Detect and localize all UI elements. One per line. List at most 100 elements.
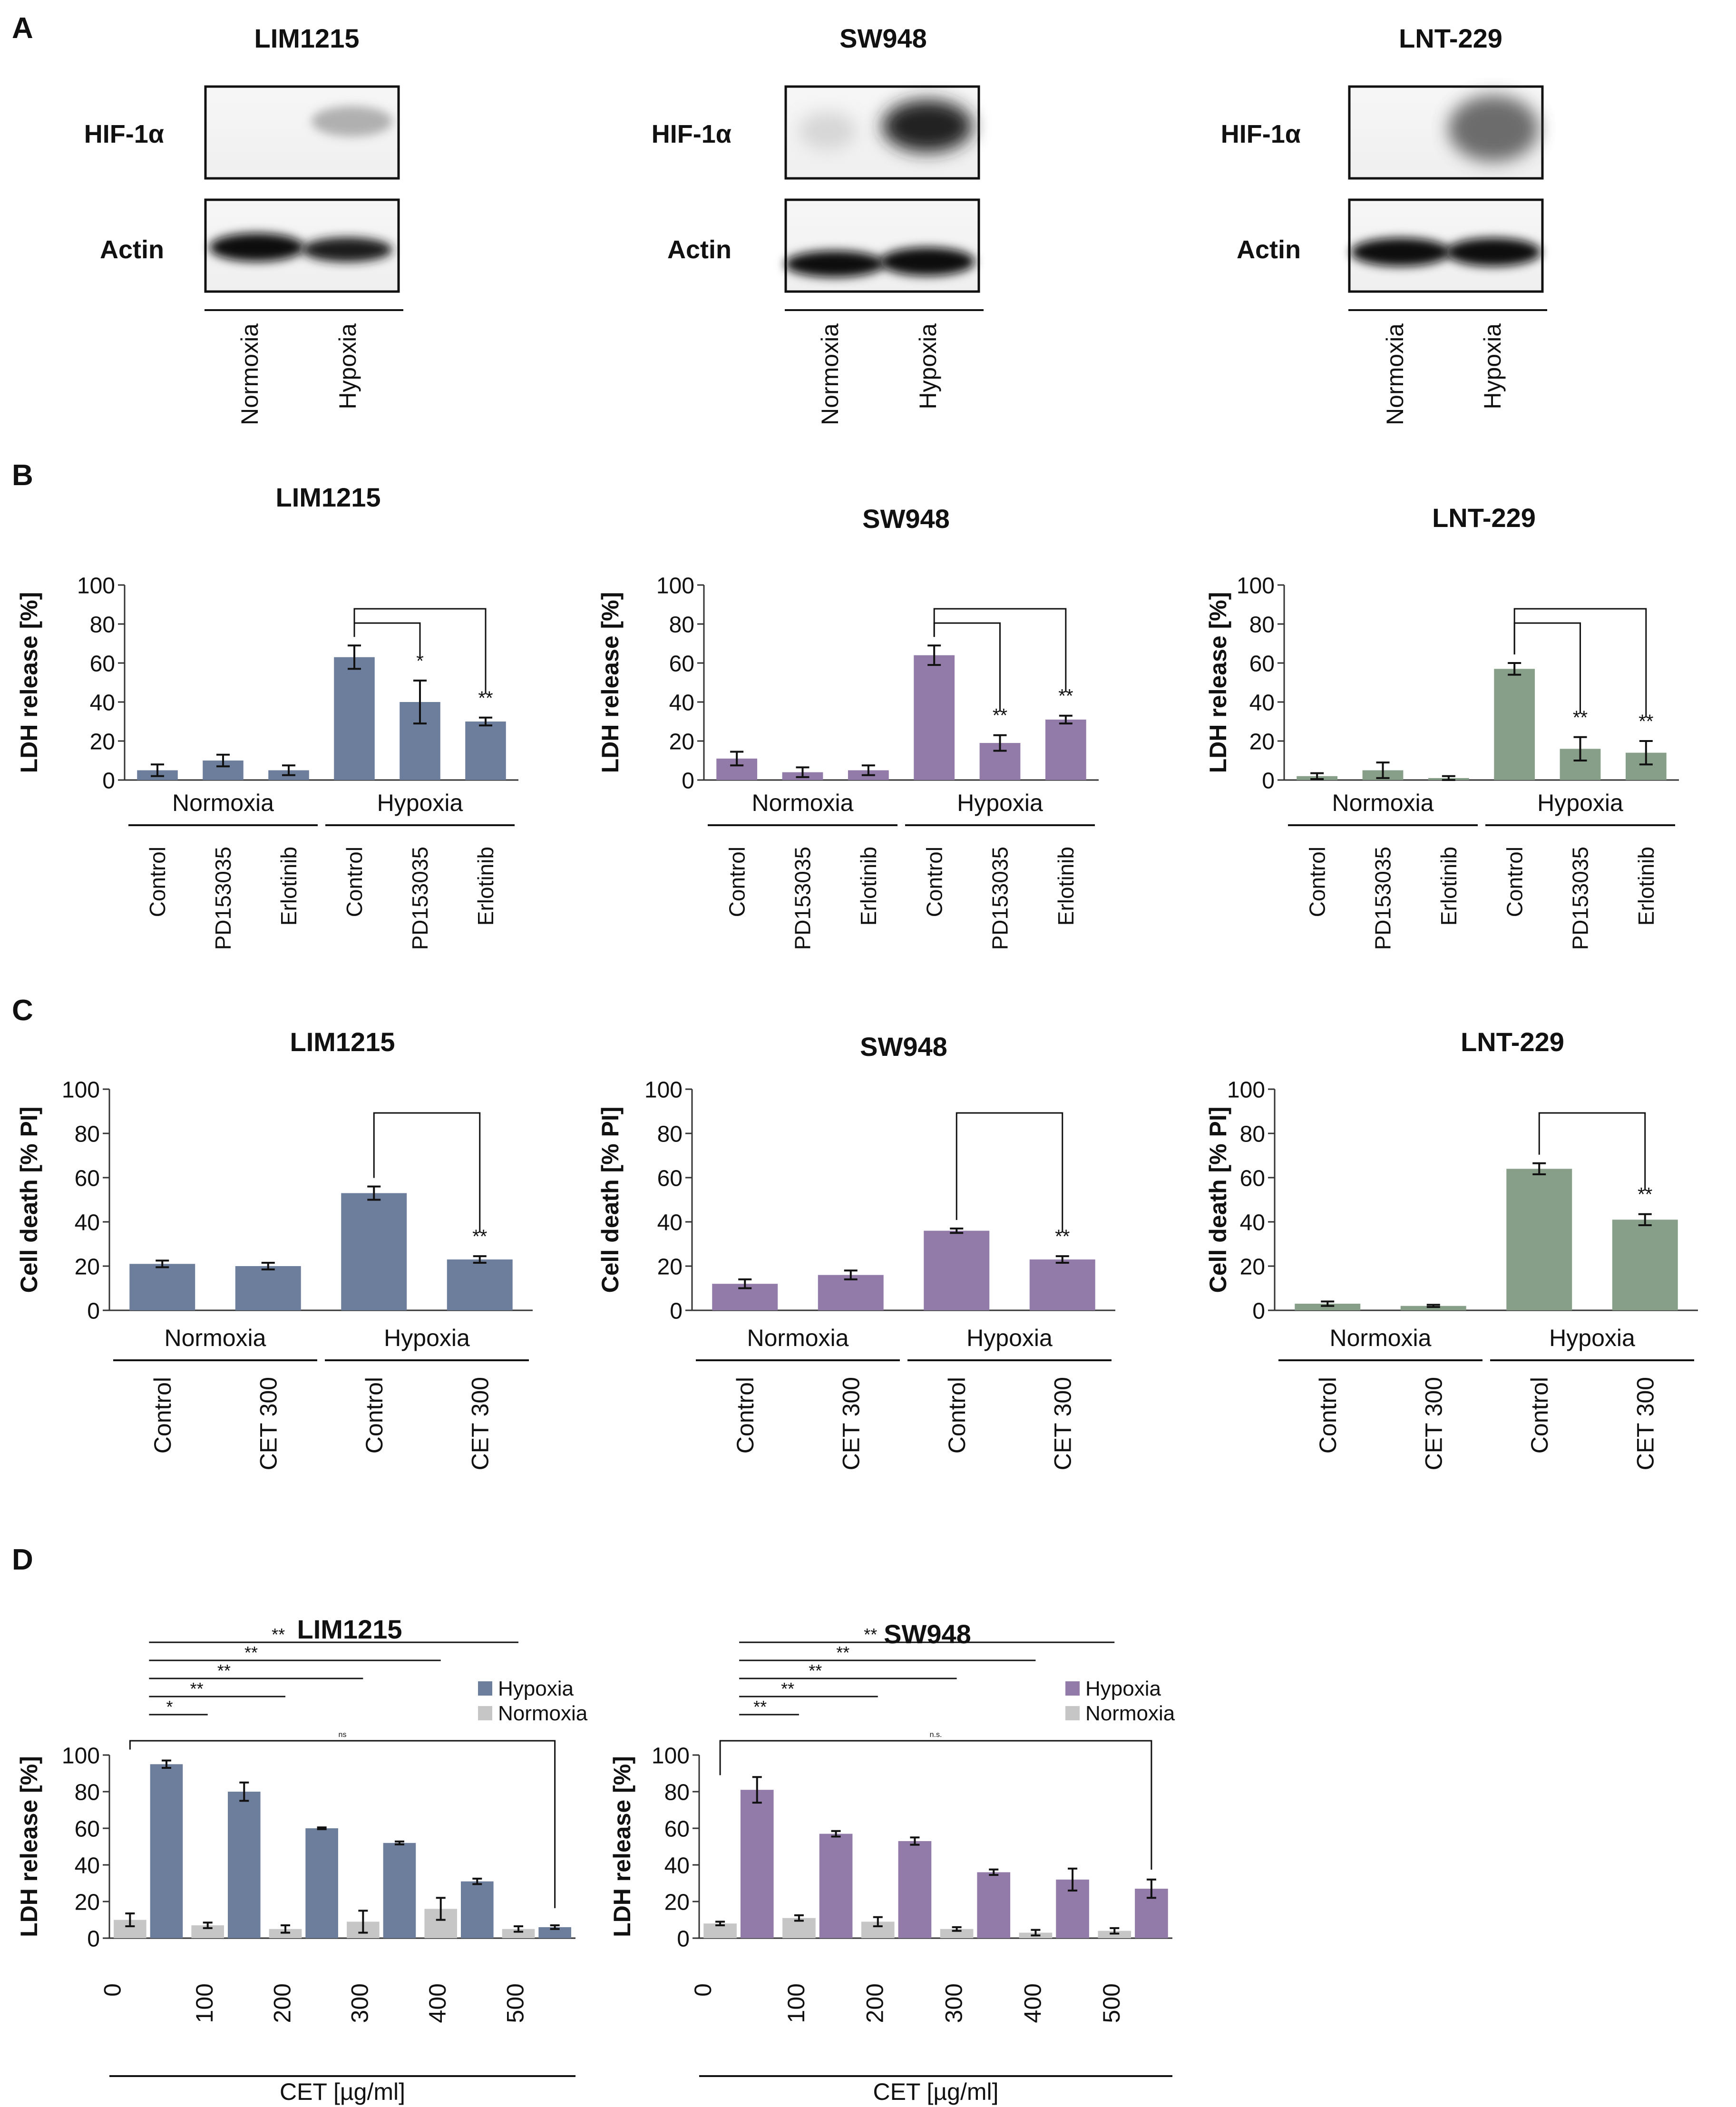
category-label: Control bbox=[342, 847, 367, 917]
y-tick-label: 20 bbox=[1249, 729, 1275, 754]
y-tick-label: 100 bbox=[1237, 573, 1275, 598]
category-label: 400 bbox=[424, 1983, 451, 2023]
significance-label: ** bbox=[753, 1697, 767, 1717]
y-axis-label: LDH release [%] bbox=[609, 1756, 635, 1937]
group-label: Normoxia bbox=[752, 790, 854, 816]
significance-bracket bbox=[373, 1112, 481, 1233]
category-label: Control bbox=[922, 847, 946, 917]
bar bbox=[1400, 1306, 1466, 1310]
significance-label: ** bbox=[1573, 707, 1588, 728]
y-tick-label: 40 bbox=[75, 1210, 100, 1235]
y-tick-label: 60 bbox=[75, 1166, 100, 1191]
y-axis-label: LDH release [%] bbox=[597, 592, 624, 773]
blot-title: LNT-229 bbox=[1399, 23, 1502, 53]
y-tick-label: 100 bbox=[62, 1743, 100, 1768]
actin-band-hypoxia bbox=[1446, 238, 1541, 266]
actin-band-hypoxia bbox=[880, 247, 975, 276]
bar-hypoxia bbox=[538, 1927, 571, 1938]
y-tick-label: 0 bbox=[87, 1926, 100, 1951]
y-tick-label: 60 bbox=[1249, 651, 1275, 676]
y-tick-label: 60 bbox=[75, 1816, 100, 1842]
significance-bracket bbox=[956, 1112, 1063, 1233]
y-axis-label: Cell death [% PI] bbox=[1205, 1107, 1231, 1293]
group-label: Hypoxia bbox=[1537, 790, 1623, 816]
bar-hypoxia bbox=[228, 1792, 261, 1938]
ns-label: n.s. bbox=[930, 1731, 942, 1739]
category-label: Control bbox=[724, 847, 749, 917]
group-label: Hypoxia bbox=[377, 790, 463, 816]
y-tick-label: 20 bbox=[75, 1254, 100, 1279]
category-label: Control bbox=[149, 1377, 176, 1453]
category-label: PD153035 bbox=[211, 847, 235, 950]
y-tick-label: 80 bbox=[1240, 1122, 1265, 1147]
category-label: Control bbox=[1315, 1377, 1341, 1453]
legend-label-hypoxia: Hypoxia bbox=[1085, 1677, 1161, 1700]
legend-swatch-normoxia bbox=[1065, 1706, 1080, 1720]
y-tick-label: 20 bbox=[657, 1254, 683, 1279]
blot-sw948: SW948 HIF-1α Actin Normoxia Hypoxia bbox=[652, 23, 984, 425]
chart-b-sw948: 0 20 40 60 80 100 LDH release [%] SW948 Control P… bbox=[597, 504, 1099, 950]
y-tick-label: 0 bbox=[677, 1926, 690, 1951]
lane-label-normoxia: Normoxia bbox=[1382, 323, 1408, 425]
chart-title: SW948 bbox=[862, 504, 950, 534]
bar bbox=[1029, 1259, 1095, 1310]
blot-row-label-hif: HIF-1α bbox=[1221, 120, 1301, 148]
y-tick-label: 100 bbox=[77, 573, 115, 598]
bar bbox=[129, 1264, 195, 1310]
blot-lim1215: LIM1215 HIF-1α Actin Normoxia Hypoxia bbox=[84, 23, 403, 425]
ns-bracket bbox=[719, 1740, 1152, 1870]
significance-label: ** bbox=[809, 1661, 822, 1680]
actin-band-normoxia bbox=[785, 251, 885, 277]
category-label: CET 300 bbox=[1420, 1377, 1447, 1470]
category-label: PD153035 bbox=[408, 847, 432, 950]
y-axis-label: Cell death [% PI] bbox=[597, 1107, 624, 1293]
y-tick-label: 60 bbox=[90, 651, 115, 676]
category-label: 0 bbox=[99, 1983, 126, 1997]
category-label: 200 bbox=[862, 1983, 888, 2023]
y-axis-label: LDH release [%] bbox=[16, 1756, 42, 1937]
bar-hypoxia bbox=[898, 1841, 932, 1938]
category-label: Control bbox=[732, 1377, 759, 1453]
chart-title: LNT-229 bbox=[1432, 503, 1536, 533]
chart-title: LNT-229 bbox=[1461, 1027, 1564, 1057]
category-label: CET 300 bbox=[467, 1377, 493, 1470]
category-label: CET 300 bbox=[838, 1377, 864, 1470]
category-label: 200 bbox=[269, 1983, 295, 2023]
y-tick-label: 80 bbox=[1249, 612, 1275, 637]
bar bbox=[818, 1275, 884, 1310]
category-label: Erlotinib bbox=[856, 847, 881, 926]
y-tick-label: 0 bbox=[670, 1298, 683, 1324]
category-label: CET 300 bbox=[1049, 1377, 1076, 1470]
y-axis-label: Cell death [% PI] bbox=[16, 1107, 42, 1293]
chart-c-lnt229: 0 20 40 60 80 100 Cell death [% PI] LNT-229 Cont… bbox=[1205, 1027, 1698, 1470]
bar-hypoxia bbox=[977, 1872, 1011, 1938]
y-tick-label: 20 bbox=[90, 729, 115, 754]
significance-label: ** bbox=[1055, 1226, 1070, 1247]
significance-label: ** bbox=[244, 1643, 258, 1662]
x-axis-label: CET [µg/ml] bbox=[873, 2078, 998, 2105]
category-label: CET 300 bbox=[1632, 1377, 1658, 1470]
category-label: Control bbox=[1502, 847, 1527, 917]
y-tick-label: 80 bbox=[75, 1122, 100, 1147]
y-tick-label: 0 bbox=[1262, 768, 1275, 793]
chart-title: SW948 bbox=[860, 1032, 947, 1062]
category-label: 500 bbox=[502, 1983, 528, 2023]
bar bbox=[924, 1230, 990, 1310]
bar bbox=[465, 722, 506, 780]
ns-label: ns bbox=[339, 1731, 347, 1739]
significance-bracket bbox=[933, 608, 1067, 692]
significance-bracket bbox=[1538, 1112, 1646, 1190]
hif-band-hypoxia bbox=[312, 106, 392, 137]
chart-title: LIM1215 bbox=[297, 1614, 402, 1644]
y-tick-label: 80 bbox=[75, 1780, 100, 1805]
y-tick-label: 60 bbox=[669, 651, 694, 676]
actin-band-normoxia bbox=[1351, 238, 1451, 266]
category-label: Control bbox=[944, 1377, 970, 1453]
category-label: PD153035 bbox=[1568, 847, 1593, 950]
actin-band-hypoxia bbox=[302, 237, 392, 262]
category-label: 400 bbox=[1019, 1983, 1046, 2023]
category-label: CET 300 bbox=[255, 1377, 282, 1470]
legend-swatch-hypoxia bbox=[1065, 1681, 1080, 1696]
significance-label: ** bbox=[781, 1679, 794, 1698]
